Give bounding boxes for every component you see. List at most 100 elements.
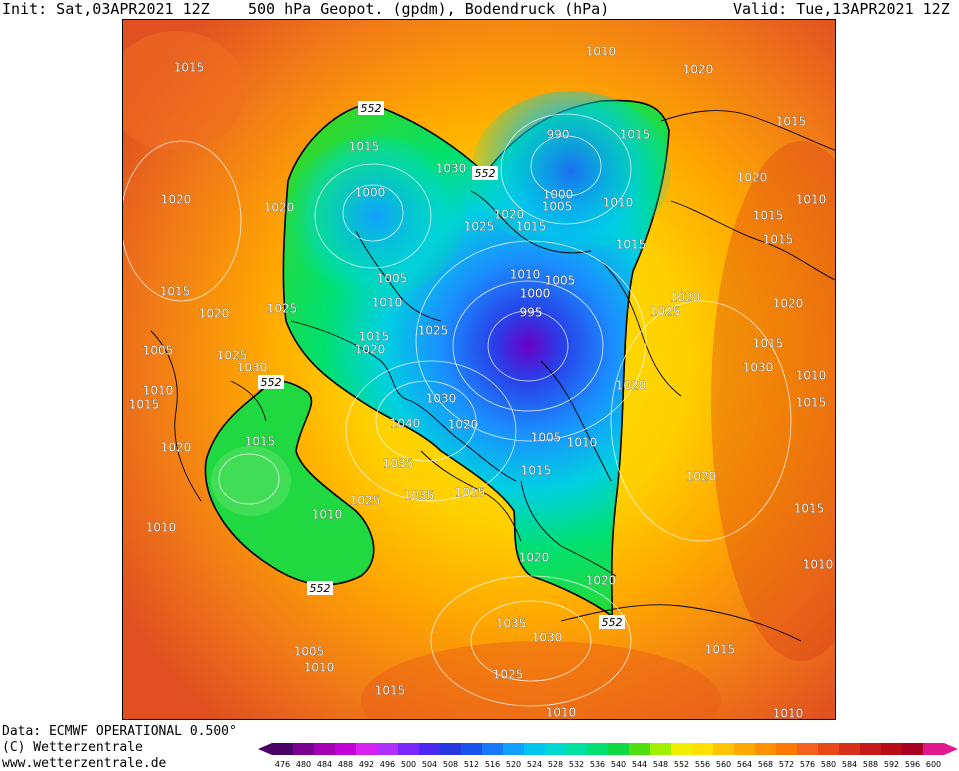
isobar-label: 1020 (199, 307, 230, 321)
isobar-label: 1015 (753, 209, 784, 223)
isobar-label: 1030 (743, 361, 774, 375)
isobar-label: 1015 (349, 140, 380, 154)
geopotential-552-labels: 552 552 552 552 552 (258, 101, 625, 629)
isobar-label: 1015 (705, 643, 736, 657)
scale-swatch (461, 743, 483, 755)
scale-swatch (839, 743, 861, 755)
isobar-label: 1015 (516, 220, 547, 234)
scale-tick-label: 484 (317, 760, 332, 769)
isobar-label: 1010 (773, 707, 804, 721)
isobar-label: 1000 (520, 287, 551, 301)
warm-zone-south (361, 641, 721, 719)
isobar-label: 1020 (494, 208, 525, 222)
scale-tick-label: 488 (338, 760, 353, 769)
isobar-label: 1015 (620, 128, 651, 142)
isobar-label: 1015 (160, 285, 191, 299)
scale-swatch (818, 743, 840, 755)
scale-swatch (881, 743, 903, 755)
scale-tick-label: 588 (863, 760, 878, 769)
scale-swatch (713, 743, 735, 755)
warm-zone-northwest (123, 31, 246, 151)
scale-tick-label: 572 (779, 760, 794, 769)
scale-arrow-high (944, 743, 958, 755)
isobar-label: 1015 (359, 330, 390, 344)
geopotential-552-label: 552 (307, 581, 333, 595)
isobar-label: 1015 (521, 464, 552, 478)
isobar-label: 1010 (312, 508, 343, 522)
isobar-label: 1010 (143, 384, 174, 398)
scale-tick-label: 568 (758, 760, 773, 769)
isobar-label: 1020 (683, 63, 714, 77)
geopotential-552-label: 552 (358, 101, 384, 115)
scale-swatch (356, 743, 378, 755)
isobar-label: 1020 (773, 297, 804, 311)
isobar-label: 1025 (267, 302, 298, 316)
isobar-label: 990 (547, 128, 570, 142)
isobar-label: 1020 (448, 418, 479, 432)
isobar-label: 1010 (603, 196, 634, 210)
isobar-label: 1015 (375, 684, 406, 698)
isobar-label: 1035 (383, 457, 414, 471)
scale-tick-label: 500 (401, 760, 416, 769)
subcenter-siberia (471, 91, 671, 251)
geopotential-552-label: 552 (472, 166, 498, 180)
scale-tick-label: 540 (611, 760, 626, 769)
isobar-label: 1015 (796, 396, 827, 410)
scale-tick-label: 564 (737, 760, 752, 769)
scale-swatch (545, 743, 567, 755)
isobar-label: 1020 (161, 193, 192, 207)
isobar-label: 1030 (426, 392, 457, 406)
isobar-label: 1020 (737, 171, 768, 185)
scale-swatch (629, 743, 651, 755)
isobar-label: 1035 (496, 617, 527, 631)
scale-swatch (503, 743, 525, 755)
scale-tick-label: 524 (527, 760, 542, 769)
isobar-label: 1010 (510, 268, 541, 282)
isobar-label: 1010 (546, 706, 577, 720)
scale-tick-label: 504 (422, 760, 437, 769)
isobar-label: 1025 (217, 349, 248, 363)
isobar-label: 1020 (586, 574, 617, 588)
scale-tick-label: 536 (590, 760, 605, 769)
isobar-label: 1010 (796, 369, 827, 383)
scale-swatch (377, 743, 399, 755)
isobar-label: 1000 (355, 186, 386, 200)
isobar-label: 1010 (803, 558, 834, 572)
scale-swatch (314, 743, 336, 755)
isobar-label: 1035 (404, 489, 435, 503)
svg-text:552: 552 (602, 616, 623, 629)
scale-tick-label: 592 (884, 760, 899, 769)
isobar-label: 1000 (543, 188, 574, 202)
scale-tick-label: 556 (695, 760, 710, 769)
scale-tick-label: 496 (380, 760, 395, 769)
isobar-label: 1010 (146, 521, 177, 535)
scale-tick-label: 548 (653, 760, 668, 769)
isobar-label: 1020 (161, 441, 192, 455)
scale-swatch (860, 743, 882, 755)
isobar-label: 1005 (294, 645, 325, 659)
svg-text:552: 552 (310, 582, 331, 595)
scale-swatch (440, 743, 462, 755)
scale-swatch (482, 743, 504, 755)
source-url[interactable]: www.wetterzentrale.de (2, 756, 167, 771)
svg-text:552: 552 (361, 102, 382, 115)
subcenter-canada (286, 136, 466, 296)
scale-swatch (566, 743, 588, 755)
scale-swatch (608, 743, 630, 755)
svg-text:552: 552 (261, 376, 282, 389)
isobar-label: 1005 (143, 344, 174, 358)
weather-map: 1015 1010 1020 1015 990 1015 1015 1030 1020 1000 1… (122, 19, 836, 720)
scale-swatch (587, 743, 609, 755)
chart-title: 500 hPa Geopot. (gpdm), Bodendruck (hPa) (248, 0, 610, 18)
scale-swatch (524, 743, 546, 755)
scale-swatch (419, 743, 441, 755)
isobar-label: 1015 (455, 486, 486, 500)
scale-swatch (776, 743, 798, 755)
warm-zone-east (711, 141, 835, 661)
isobar-label: 1010 (372, 296, 403, 310)
scale-swatch (692, 743, 714, 755)
isobar-lines (123, 113, 792, 707)
isobar-label: 1015 (794, 502, 825, 516)
scale-tick-label: 596 (905, 760, 920, 769)
isobar-label: 1015 (776, 115, 807, 129)
